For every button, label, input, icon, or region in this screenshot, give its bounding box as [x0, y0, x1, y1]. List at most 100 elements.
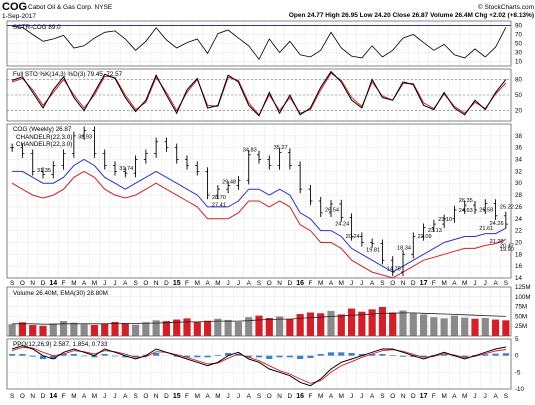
- price-annotation: 26.54: [325, 208, 339, 214]
- x-month-label: S: [504, 280, 508, 287]
- volume-bar: [90, 325, 99, 336]
- volume-bar: [80, 324, 88, 336]
- ppo-histogram-bar: [204, 355, 211, 358]
- volume-bar: [101, 323, 109, 336]
- y-tick-label: 25M: [515, 323, 527, 330]
- ppo-histogram-bar: [379, 354, 386, 356]
- ppo-histogram-bar: [39, 355, 47, 359]
- volume-bar: [430, 317, 438, 336]
- ppo-histogram-bar: [348, 353, 355, 356]
- volume-bar: [173, 319, 181, 336]
- volume-bar: [419, 314, 428, 336]
- x-month-label: J: [237, 393, 240, 400]
- price-annotation: 19.81: [366, 248, 380, 254]
- y-tick-label: 30: [515, 180, 522, 187]
- x-month-label: N: [154, 280, 159, 287]
- x-month-label: D: [41, 393, 46, 400]
- x-month-label: J: [227, 280, 230, 287]
- ppo-histogram-bar: [245, 355, 252, 358]
- price-annotation: 24.63: [459, 208, 473, 214]
- volume-bar: [70, 322, 78, 336]
- volume-bar: [121, 323, 129, 336]
- price-annotation: 25.22: [500, 205, 514, 211]
- x-month-label: A: [205, 393, 210, 400]
- ppo-histogram-bar: [9, 354, 16, 356]
- x-month-label: M: [215, 280, 220, 287]
- x-month-label: D: [164, 393, 169, 400]
- ppo-histogram-bar: [153, 353, 160, 356]
- ppo-histogram-bar: [461, 355, 468, 357]
- ppo-panel: -10 -5 0 5: [6, 336, 525, 393]
- ticker-symbol: COG: [2, 1, 27, 13]
- x-month-label: D: [411, 280, 416, 287]
- x-month-label: A: [82, 393, 87, 400]
- volume-bar: [152, 320, 160, 336]
- y-tick-label: 34: [515, 157, 522, 164]
- y-tick-label: 38: [515, 133, 522, 140]
- ppo-histogram-bar: [369, 354, 376, 356]
- x-month-label: S: [133, 393, 137, 400]
- x-year-label: 17: [420, 393, 428, 400]
- x-month-label: A: [370, 280, 375, 287]
- ppo-histogram-bar: [389, 355, 396, 356]
- ppo-histogram-bar: [317, 354, 324, 356]
- ppo-histogram-bar: [338, 352, 345, 356]
- y-tick-label: 50M: [515, 313, 527, 320]
- price-annotation: 22.09: [418, 234, 432, 240]
- x-month-label: N: [154, 393, 159, 400]
- chandelier-long-legend: CHANDELR(22,3.0): [16, 134, 72, 141]
- x-month-label: J: [484, 280, 487, 287]
- watermark: © StockCharts.com: [478, 3, 534, 11]
- x-month-label: A: [82, 280, 87, 287]
- x-month-label: M: [462, 280, 467, 287]
- ppo-histogram-bar: [286, 355, 293, 358]
- x-month-label: A: [123, 393, 128, 400]
- volume-bar: [162, 321, 171, 336]
- price-annotation: 35.27: [274, 145, 288, 151]
- price-annotation: 26.58: [479, 207, 493, 213]
- ppo-histogram-bar: [101, 354, 108, 356]
- price-annotation: 24.24: [335, 221, 349, 227]
- y-tick-label: 75M: [515, 304, 527, 311]
- ppo-histogram-bar: [50, 355, 57, 359]
- price-annotation: 23.10: [438, 217, 452, 223]
- x-month-label: J: [103, 280, 106, 287]
- y-tick-label: 50: [515, 41, 522, 48]
- sctr-legend: SCTR-COG 89.0: [13, 24, 61, 31]
- volume-bar: [471, 318, 479, 336]
- volume-bar: [461, 317, 469, 336]
- ppo-histogram-bar: [502, 353, 509, 356]
- x-month-label: M: [441, 280, 446, 287]
- x-month-label: S: [10, 393, 14, 400]
- x-month-label: O: [20, 393, 25, 400]
- x-month-label: M: [92, 280, 97, 287]
- price-panel: 14 16 18 20 22 24 26 28 30 32 34 36 38 31.35 38.93 31.7…: [6, 123, 522, 282]
- volume-bar: [327, 310, 335, 336]
- volume-bar: [286, 318, 294, 336]
- x-month-label: S: [504, 393, 508, 400]
- price-annotation: 29.48: [222, 179, 236, 185]
- x-month-label: O: [267, 393, 272, 400]
- y-tick-label: -5: [515, 369, 521, 376]
- x-month-label: F: [432, 393, 436, 400]
- volume-bar: [491, 319, 500, 336]
- volume-bar: [358, 311, 366, 336]
- volume-panel: 25M 50M 75M 100M 125M: [6, 284, 530, 337]
- y-tick-label: 30: [515, 50, 522, 57]
- ppo-histogram-bar: [183, 355, 191, 358]
- x-month-label: N: [277, 280, 282, 287]
- x-month-label: O: [267, 280, 272, 287]
- volume-frame: [6, 286, 512, 337]
- ppo-histogram-bar: [194, 355, 201, 358]
- ppo-histogram-bar: [410, 355, 417, 357]
- x-month-label: O: [390, 393, 395, 400]
- volume-bar: [224, 319, 232, 336]
- chandelier-short-legend: CHANDELR(22,3.0): [16, 141, 72, 148]
- y-tick-label: 10: [515, 59, 522, 66]
- x-month-label: M: [318, 280, 323, 287]
- ppo-histogram-bar: [420, 355, 427, 358]
- x-month-label: S: [380, 393, 384, 400]
- ppo-histogram-bar: [60, 354, 67, 356]
- y-tick-label: 36: [515, 145, 522, 152]
